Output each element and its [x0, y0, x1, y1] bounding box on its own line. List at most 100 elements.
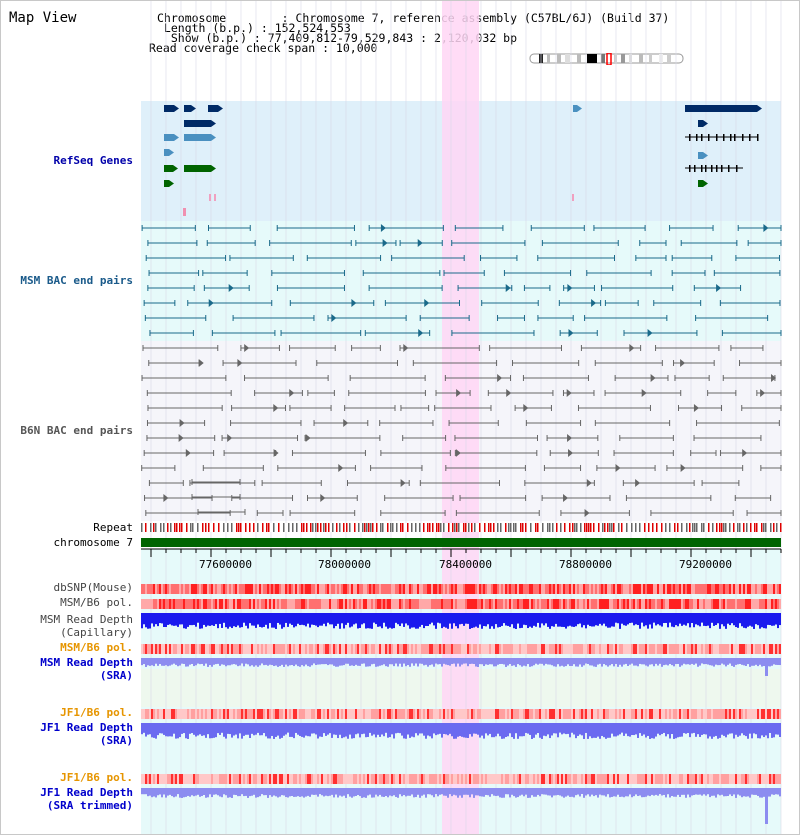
jf1-depth-sra-bar	[221, 723, 223, 733]
dbsnp-cell	[461, 584, 463, 594]
msm-depth-cap-bar	[609, 613, 611, 628]
repeat-element	[372, 523, 374, 532]
jf1-depth-trim-bar	[655, 788, 657, 795]
msm-depth-cap-bar	[541, 613, 543, 624]
msm-b6-pol2-cell	[455, 644, 457, 654]
jf1-depth-sra-bar	[457, 723, 459, 737]
jf1-b6-pol-cell	[625, 709, 627, 719]
msm-depth-cap-bar	[215, 613, 217, 625]
dbsnp-cell	[523, 584, 525, 594]
jf1-depth-trim-bar	[625, 788, 627, 797]
msm-depth-sra-bar	[339, 658, 341, 666]
msm-depth-cap-bar	[743, 613, 745, 628]
jf1-b6-pol2-cell	[339, 774, 341, 784]
msm-b6-pol-cell	[693, 599, 695, 609]
gene-arrow	[218, 105, 223, 112]
msm-depth-cap-bar	[229, 613, 231, 627]
msm-depth-sra-label-2: (SRA)	[99, 669, 133, 682]
msm-depth-cap-bar	[203, 613, 205, 625]
jf1-b6-pol-cell	[239, 709, 241, 719]
jf1-b6-pol-cell	[403, 709, 405, 719]
jf1-b6-pol2-cell	[473, 774, 475, 784]
msm-b6-pol-cell	[215, 599, 217, 609]
jf1-depth-trim-bar	[173, 788, 175, 798]
jf1-depth-trim-bar	[417, 788, 419, 795]
jf1-b6-pol2-cell	[239, 774, 241, 784]
jf1-depth-sra-bar	[365, 723, 367, 738]
jf1-depth-sra-bar	[451, 723, 453, 737]
msm-depth-sra-bar	[509, 658, 511, 665]
repeat-element	[167, 523, 169, 532]
msm-b6-pol2-cell	[407, 644, 409, 654]
msm-depth-sra-bar	[307, 658, 309, 667]
jf1-depth-sra-bar	[369, 723, 371, 733]
jf1-depth-trim-bar	[269, 788, 271, 796]
msm-depth-sra-bar	[545, 658, 547, 664]
dbsnp-cell	[495, 584, 497, 594]
jf1-depth-trim-bar	[651, 788, 653, 795]
dbsnp-cell	[651, 584, 653, 594]
chromosome-info: Chromosome : Chromosome 7, reference ass…	[157, 11, 670, 25]
jf1-b6-pol-cell	[735, 709, 737, 719]
msm-b6-pol-cell	[513, 599, 515, 609]
msm-depth-cap-bar	[739, 613, 741, 624]
jf1-depth-trim-bar	[657, 788, 659, 796]
msm-depth-cap-bar	[405, 613, 407, 624]
jf1-b6-pol2-cell	[377, 774, 379, 784]
jf1-b6-pol2-cell	[505, 774, 507, 784]
jf1-b6-pol2-cell	[579, 774, 581, 784]
jf1-b6-pol2-cell	[533, 774, 535, 784]
repeat-element	[525, 523, 527, 532]
dbsnp-cell	[675, 584, 677, 594]
jf1-depth-trim-label-1: JF1 Read Depth	[40, 786, 133, 799]
jf1-b6-pol2-cell	[213, 774, 215, 784]
jf1-depth-trim-bar	[497, 788, 499, 796]
jf1-b6-pol-cell	[369, 709, 371, 719]
jf1-b6-pol2-cell	[599, 774, 601, 784]
jf1-b6-pol-cell	[779, 709, 781, 719]
gene-arrow	[174, 105, 179, 112]
dbsnp-cell	[505, 584, 507, 594]
msm-b6-pol2-cell	[605, 644, 607, 654]
jf1-depth-trim-bar	[145, 788, 147, 795]
jf1-b6-pol2-cell	[649, 774, 651, 784]
msm-depth-cap-bar	[395, 613, 397, 623]
jf1-b6-pol-cell	[727, 709, 729, 719]
jf1-b6-pol-cell	[327, 709, 329, 719]
repeat-element	[746, 523, 748, 532]
jf1-depth-trim-bar	[433, 788, 435, 798]
dbsnp-cell	[217, 584, 219, 594]
jf1-depth-trim-bar	[561, 788, 563, 797]
jf1-depth-sra-bar	[567, 723, 569, 734]
dbsnp-cell	[177, 584, 179, 594]
jf1-depth-trim-bar	[485, 788, 487, 795]
msm-b6-pol-cell	[355, 599, 357, 609]
msm-depth-sra-bar	[209, 658, 211, 666]
msm-depth-sra-bar	[269, 658, 271, 665]
jf1-b6-pol-cell	[737, 709, 739, 719]
msm-b6-pol-cell	[181, 599, 183, 609]
jf1-b6-pol2-cell	[463, 774, 465, 784]
msm-b6-pol2-cell	[249, 644, 251, 654]
b6n-bac-pair-arrow	[635, 479, 641, 487]
jf1-depth-trim-bar	[275, 788, 277, 797]
repeat-element	[436, 523, 438, 532]
dbsnp-cell	[515, 584, 517, 594]
msm-depth-cap-bar	[413, 613, 415, 628]
dbsnp-cell	[173, 584, 175, 594]
jf1-b6-pol-cell	[383, 709, 385, 719]
jf1-depth-sra-bar	[639, 723, 641, 734]
msm-b6-pol-cell	[691, 599, 693, 609]
msm-depth-sra-bar	[233, 658, 235, 665]
jf1-b6-pol2-cell	[263, 774, 265, 784]
msm-b6-pol2-cell	[309, 644, 311, 654]
jf1-depth-trim-bar	[169, 788, 171, 795]
msm-b6-pol2-cell	[543, 644, 545, 654]
jf1-depth-sra-bar	[625, 723, 627, 734]
jf1-depth-trim-bar	[713, 788, 715, 796]
jf1-depth-trim-bar	[671, 788, 673, 796]
jf1-depth-sra-bar	[209, 723, 211, 739]
msm-b6-pol-cell	[225, 599, 227, 609]
msm-b6-pol2-cell	[691, 644, 693, 654]
